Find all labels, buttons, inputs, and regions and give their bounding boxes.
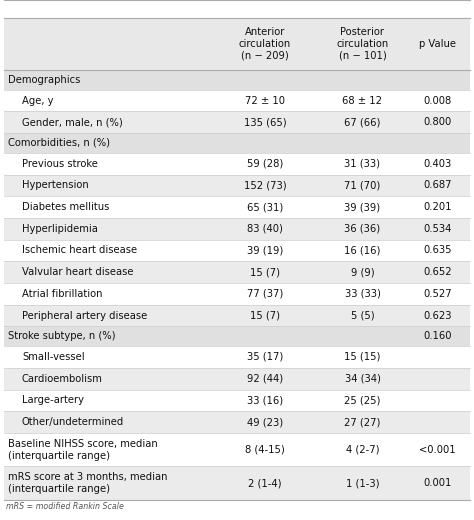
Text: 9 (9): 9 (9) bbox=[351, 267, 374, 277]
Text: Anterior
circulation
(n − 209): Anterior circulation (n − 209) bbox=[239, 28, 291, 61]
Text: 39 (19): 39 (19) bbox=[247, 245, 283, 255]
Text: 34 (34): 34 (34) bbox=[345, 374, 381, 384]
Text: 25 (25): 25 (25) bbox=[344, 395, 381, 406]
Text: 31 (33): 31 (33) bbox=[345, 159, 381, 168]
Bar bbox=[4, 90, 470, 111]
Bar bbox=[4, 0, 470, 18]
Bar bbox=[4, 305, 470, 327]
Text: 16 (16): 16 (16) bbox=[344, 245, 381, 255]
Bar bbox=[4, 389, 470, 411]
Text: 35 (17): 35 (17) bbox=[247, 352, 283, 362]
Text: Comorbidities, n (%): Comorbidities, n (%) bbox=[8, 138, 110, 148]
Text: 49 (23): 49 (23) bbox=[247, 417, 283, 427]
Text: 36 (36): 36 (36) bbox=[345, 224, 381, 234]
Text: Peripheral artery disease: Peripheral artery disease bbox=[22, 310, 147, 320]
Text: 15 (15): 15 (15) bbox=[344, 352, 381, 362]
Text: Diabetes mellitus: Diabetes mellitus bbox=[22, 202, 109, 212]
Bar bbox=[4, 262, 470, 283]
Text: mRS score at 3 months, median
(interquartile range): mRS score at 3 months, median (interquar… bbox=[8, 472, 167, 495]
Bar bbox=[4, 283, 470, 305]
Text: 83 (40): 83 (40) bbox=[247, 224, 283, 234]
Text: 68 ± 12: 68 ± 12 bbox=[343, 96, 383, 106]
Text: Large-artery: Large-artery bbox=[22, 395, 84, 406]
Text: 0.687: 0.687 bbox=[423, 180, 452, 190]
Text: Small-vessel: Small-vessel bbox=[22, 352, 85, 362]
Text: 5 (5): 5 (5) bbox=[351, 310, 374, 320]
Bar bbox=[4, 111, 470, 133]
Text: Age, y: Age, y bbox=[22, 96, 54, 106]
Text: 0.403: 0.403 bbox=[423, 159, 452, 168]
Text: Baseline NIHSS score, median
(interquartile range): Baseline NIHSS score, median (interquart… bbox=[8, 438, 158, 461]
Text: 152 (73): 152 (73) bbox=[244, 180, 286, 190]
Text: 71 (70): 71 (70) bbox=[345, 180, 381, 190]
Text: 0.008: 0.008 bbox=[423, 96, 452, 106]
Text: p Value: p Value bbox=[419, 39, 456, 49]
Text: 0.623: 0.623 bbox=[423, 310, 452, 320]
Text: Hyperlipidemia: Hyperlipidemia bbox=[22, 224, 98, 234]
Text: mRS = modified Rankin Scale: mRS = modified Rankin Scale bbox=[6, 502, 124, 511]
Bar bbox=[4, 70, 470, 90]
Text: 15 (7): 15 (7) bbox=[250, 310, 280, 320]
Text: Atrial fibrillation: Atrial fibrillation bbox=[22, 289, 102, 299]
Text: Hypertension: Hypertension bbox=[22, 180, 89, 190]
Bar bbox=[4, 133, 470, 153]
Bar bbox=[4, 368, 470, 389]
Bar bbox=[4, 240, 470, 262]
Text: 27 (27): 27 (27) bbox=[344, 417, 381, 427]
Text: 72 ± 10: 72 ± 10 bbox=[245, 96, 285, 106]
Text: 0.201: 0.201 bbox=[423, 202, 452, 212]
Text: 0.534: 0.534 bbox=[423, 224, 452, 234]
Text: 0.527: 0.527 bbox=[423, 289, 452, 299]
Bar bbox=[4, 196, 470, 218]
Text: 77 (37): 77 (37) bbox=[247, 289, 283, 299]
Bar bbox=[4, 327, 470, 346]
Text: Posterior
circulation
(n − 101): Posterior circulation (n − 101) bbox=[337, 28, 389, 61]
Text: Stroke subtype, n (%): Stroke subtype, n (%) bbox=[8, 331, 116, 341]
Bar bbox=[4, 411, 470, 433]
Bar bbox=[4, 218, 470, 240]
Text: 0.160: 0.160 bbox=[423, 331, 452, 341]
Text: 59 (28): 59 (28) bbox=[247, 159, 283, 168]
Bar bbox=[4, 346, 470, 368]
Text: Ischemic heart disease: Ischemic heart disease bbox=[22, 245, 137, 255]
Bar bbox=[4, 466, 470, 500]
Text: 135 (65): 135 (65) bbox=[244, 118, 286, 127]
Text: 33 (33): 33 (33) bbox=[345, 289, 381, 299]
Text: 2 (1-4): 2 (1-4) bbox=[248, 478, 282, 488]
Text: 8 (4-15): 8 (4-15) bbox=[245, 445, 285, 454]
Text: Valvular heart disease: Valvular heart disease bbox=[22, 267, 134, 277]
Bar bbox=[4, 175, 470, 196]
Text: 0.635: 0.635 bbox=[423, 245, 452, 255]
Text: 67 (66): 67 (66) bbox=[344, 118, 381, 127]
Text: 65 (31): 65 (31) bbox=[247, 202, 283, 212]
Text: Cardioembolism: Cardioembolism bbox=[22, 374, 103, 384]
Text: Demographics: Demographics bbox=[8, 75, 81, 85]
Text: 0.800: 0.800 bbox=[423, 118, 452, 127]
Text: 1 (1-3): 1 (1-3) bbox=[346, 478, 379, 488]
Bar bbox=[4, 18, 470, 70]
Text: 0.652: 0.652 bbox=[423, 267, 452, 277]
Text: <0.001: <0.001 bbox=[419, 445, 456, 454]
Bar bbox=[4, 433, 470, 466]
Text: 4 (2-7): 4 (2-7) bbox=[346, 445, 379, 454]
Text: Other/undetermined: Other/undetermined bbox=[22, 417, 124, 427]
Text: Previous stroke: Previous stroke bbox=[22, 159, 98, 168]
Text: 92 (44): 92 (44) bbox=[247, 374, 283, 384]
Bar bbox=[4, 153, 470, 175]
Text: 15 (7): 15 (7) bbox=[250, 267, 280, 277]
Text: 33 (16): 33 (16) bbox=[247, 395, 283, 406]
Text: Gender, male, n (%): Gender, male, n (%) bbox=[22, 118, 123, 127]
Text: 39 (39): 39 (39) bbox=[345, 202, 381, 212]
Text: 0.001: 0.001 bbox=[423, 478, 452, 488]
